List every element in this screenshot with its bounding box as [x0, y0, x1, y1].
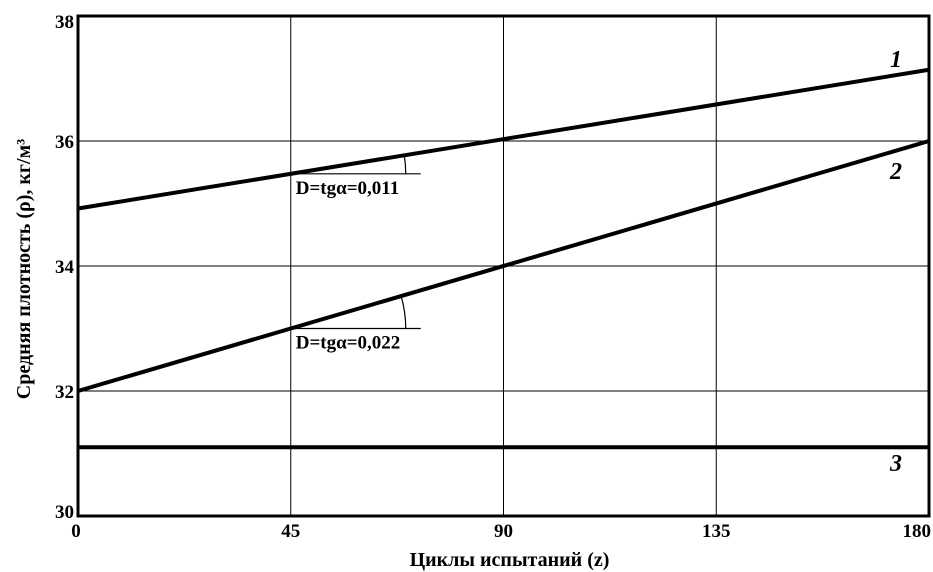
- annotation-angle-arc-0: [403, 155, 407, 174]
- series-line-2: [77, 139, 930, 393]
- plot-frame: [76, 14, 931, 518]
- y-tick-label-38: 38: [55, 12, 74, 33]
- annotation-label-1: D=tgα=0,022: [296, 333, 401, 354]
- x-tick-label-45: 45: [281, 521, 300, 542]
- x-axis-title: Циклы испытаний (z): [410, 549, 610, 571]
- series-line-1: [77, 67, 930, 211]
- y-tick-label-36: 36: [55, 132, 74, 153]
- series-lines: [77, 67, 930, 450]
- series-labels: 1 2 3: [889, 47, 902, 477]
- series-label-3: 3: [889, 451, 902, 477]
- annotation-label-0: D=tgα=0,011: [296, 178, 400, 199]
- annotations: D=tgα=0,011 D=tgα=0,022: [290, 155, 421, 354]
- x-tick-label-0: 0: [71, 521, 81, 542]
- y-tick-label-30: 30: [55, 502, 74, 523]
- x-tick-label-90: 90: [494, 521, 513, 542]
- x-tick-label-180: 180: [903, 521, 932, 542]
- annotation-angle-arc-1: [400, 295, 407, 329]
- y-tick-label-34: 34: [55, 257, 75, 278]
- series-label-2: 2: [889, 159, 902, 185]
- y-axis-title: Средняя плотность (ρ), кг/м³: [13, 139, 35, 399]
- x-tick-label-135: 135: [702, 521, 731, 542]
- y-tick-label-32: 32: [55, 382, 74, 403]
- series-label-1: 1: [890, 47, 902, 73]
